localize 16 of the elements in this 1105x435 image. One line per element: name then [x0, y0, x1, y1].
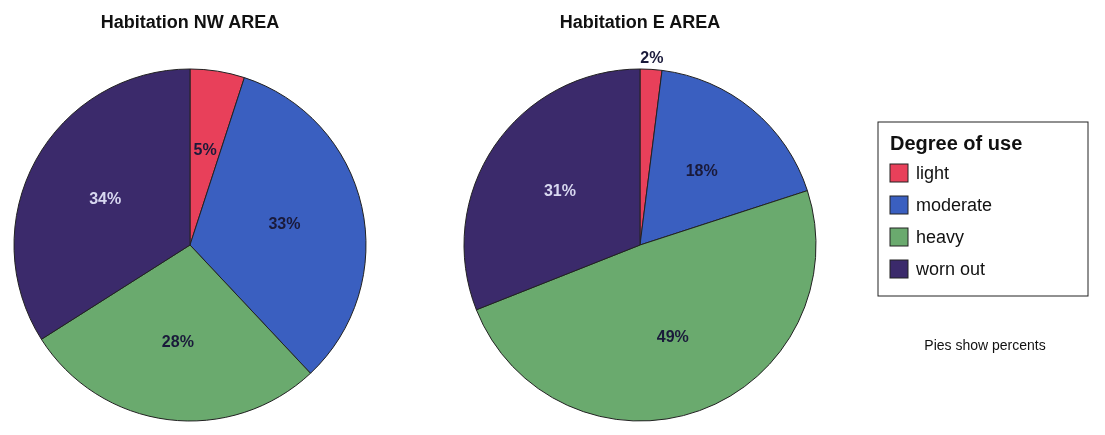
data-label: 34% — [89, 189, 122, 207]
data-label: 33% — [268, 215, 301, 233]
data-label: 2% — [640, 48, 664, 66]
legend-label: moderate — [916, 195, 993, 215]
data-label: 18% — [685, 162, 718, 180]
data-label: 5% — [193, 140, 217, 158]
data-label: 28% — [161, 332, 194, 350]
data-label: 31% — [543, 182, 576, 200]
chart-title: Habitation E AREA — [559, 12, 721, 32]
text: Pies show percents — [924, 337, 1046, 353]
legend-label: light — [916, 163, 950, 183]
legend-title: Degree of use — [890, 132, 1023, 154]
legend-label: heavy — [916, 227, 965, 247]
legend-label: worn out — [915, 259, 986, 279]
chart-title: Habitation NW AREA — [100, 12, 280, 32]
data-label: 49% — [656, 327, 689, 345]
